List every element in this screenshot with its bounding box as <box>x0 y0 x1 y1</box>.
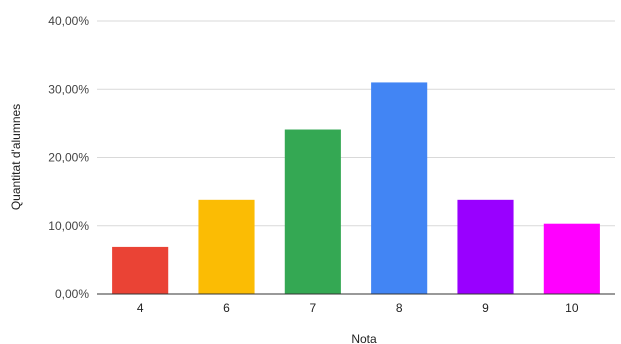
x-tick-labels: 4 6 7 8 9 10 <box>137 301 579 315</box>
bar-6 <box>198 199 255 294</box>
y-tick-label: 20,00% <box>48 151 89 165</box>
bars <box>112 82 600 294</box>
y-tick-label: 0,00% <box>55 287 89 301</box>
x-tick-label: 4 <box>137 301 144 315</box>
x-tick-label: 10 <box>565 301 579 315</box>
bar-8 <box>371 82 428 294</box>
y-tick-label: 40,00% <box>48 14 89 28</box>
y-axis-title: Quantitat d'alumnes <box>9 104 23 210</box>
bar-4 <box>112 246 169 294</box>
x-axis-title: Nota <box>351 332 377 344</box>
x-tick-label: 7 <box>309 301 316 315</box>
y-tick-label: 10,00% <box>48 219 89 233</box>
bar-7 <box>284 129 341 294</box>
bar-10 <box>543 223 600 294</box>
x-tick-label: 9 <box>482 301 489 315</box>
x-tick-label: 6 <box>223 301 230 315</box>
x-tick-label: 8 <box>396 301 403 315</box>
y-tick-label: 30,00% <box>48 82 89 96</box>
bar-9 <box>457 199 514 294</box>
y-tick-labels: 0,00% 10,00% 20,00% 30,00% 40,00% <box>48 14 89 301</box>
gridlines <box>97 20 615 227</box>
